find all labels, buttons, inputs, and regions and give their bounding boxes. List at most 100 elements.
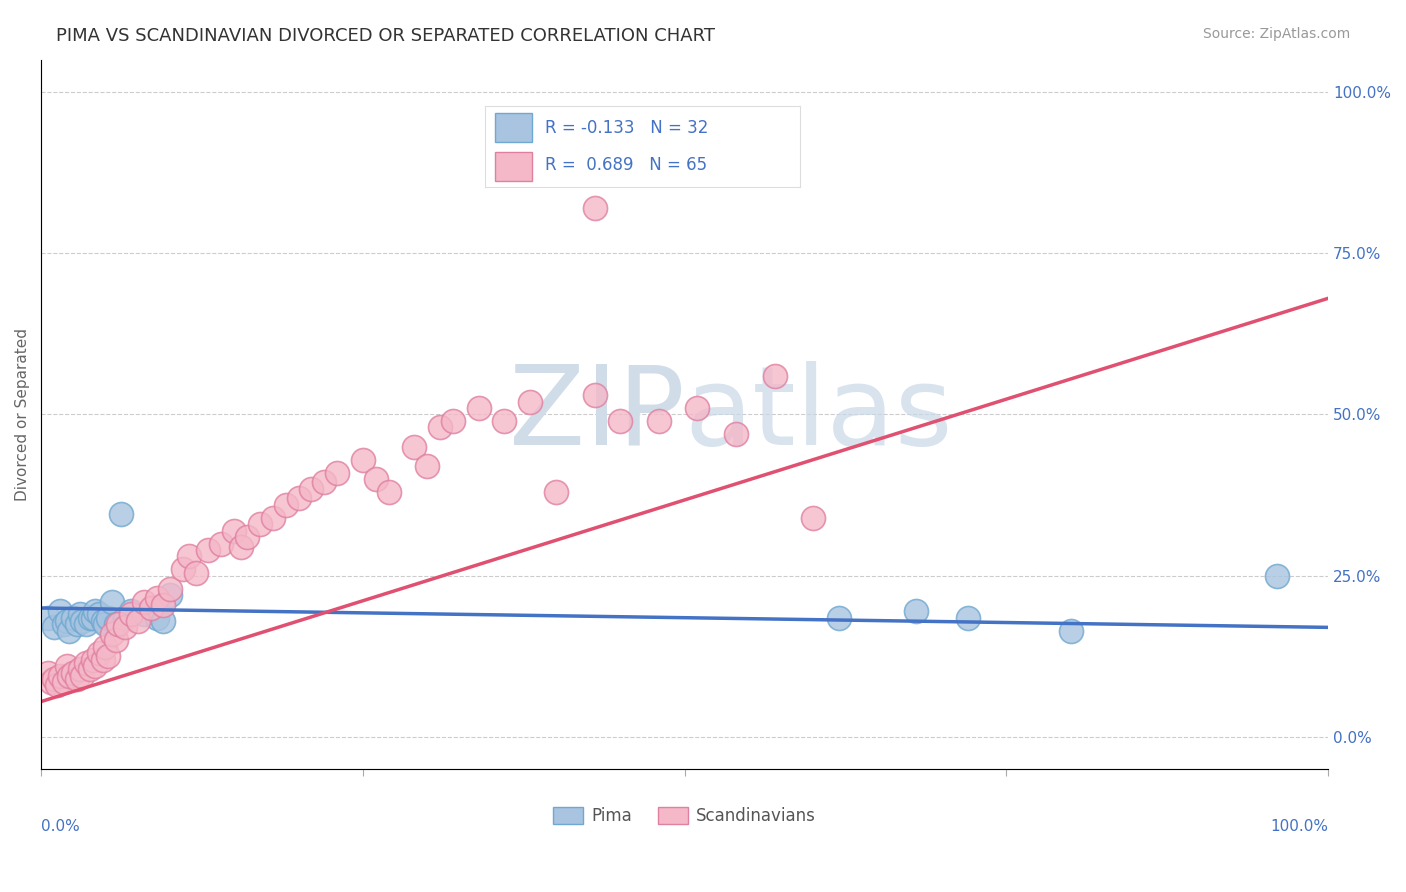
- Point: [75, 656, 97, 670]
- Point: [97, 610, 120, 624]
- Point: [104, 617, 127, 632]
- Point: [62, 610, 84, 624]
- Point: [249, 517, 271, 532]
- Point: [56, 659, 79, 673]
- Point: [686, 401, 709, 415]
- Point: [377, 484, 399, 499]
- Point: [152, 598, 174, 612]
- Text: PIMA VS SCANDINAVIAN DIVORCED OR SEPARATED CORRELATION CHART: PIMA VS SCANDINAVIAN DIVORCED OR SEPARAT…: [56, 27, 716, 45]
- Point: [159, 588, 181, 602]
- Point: [56, 614, 79, 628]
- Point: [66, 672, 89, 686]
- Point: [146, 591, 169, 606]
- Point: [299, 482, 322, 496]
- Point: [429, 420, 451, 434]
- Point: [49, 604, 72, 618]
- Text: 0.0%: 0.0%: [41, 819, 80, 834]
- Point: [209, 536, 232, 550]
- Point: [467, 401, 489, 415]
- Point: [956, 610, 979, 624]
- Point: [179, 549, 201, 564]
- Point: [404, 440, 426, 454]
- Point: [84, 659, 107, 673]
- Point: [49, 669, 72, 683]
- Point: [146, 610, 169, 624]
- Point: [287, 491, 309, 506]
- Point: [1060, 624, 1083, 638]
- Point: [42, 620, 65, 634]
- Point: [87, 646, 110, 660]
- Point: [905, 604, 928, 618]
- Legend: Pima, Scandinavians: Pima, Scandinavians: [547, 800, 823, 832]
- Point: [152, 614, 174, 628]
- Point: [172, 562, 194, 576]
- Point: [725, 426, 748, 441]
- Point: [763, 368, 786, 383]
- Point: [107, 617, 129, 632]
- Point: [139, 601, 162, 615]
- Point: [159, 582, 181, 596]
- Point: [53, 617, 76, 632]
- Point: [101, 594, 124, 608]
- Point: [58, 624, 80, 638]
- Point: [101, 627, 124, 641]
- Point: [197, 543, 219, 558]
- Point: [82, 653, 104, 667]
- Point: [609, 414, 631, 428]
- Text: ZIP: ZIP: [509, 361, 685, 468]
- Point: [79, 610, 101, 624]
- Point: [104, 633, 127, 648]
- Point: [75, 617, 97, 632]
- Point: [91, 653, 114, 667]
- Point: [79, 662, 101, 676]
- Point: [416, 459, 439, 474]
- Point: [87, 607, 110, 622]
- Point: [42, 672, 65, 686]
- Point: [274, 498, 297, 512]
- Point: [441, 414, 464, 428]
- Point: [326, 466, 349, 480]
- Point: [184, 566, 207, 580]
- Text: atlas: atlas: [685, 361, 953, 468]
- Point: [127, 614, 149, 628]
- Point: [91, 614, 114, 628]
- Point: [236, 530, 259, 544]
- Point: [494, 414, 516, 428]
- Point: [224, 524, 246, 538]
- Point: [262, 510, 284, 524]
- Text: Source: ZipAtlas.com: Source: ZipAtlas.com: [1202, 27, 1350, 41]
- Point: [110, 508, 132, 522]
- Point: [583, 201, 606, 215]
- Y-axis label: Divorced or Separated: Divorced or Separated: [15, 328, 30, 501]
- Point: [364, 472, 387, 486]
- Point: [801, 510, 824, 524]
- Point: [69, 662, 91, 676]
- Point: [94, 617, 117, 632]
- Point: [37, 665, 59, 680]
- Point: [544, 484, 567, 499]
- Point: [37, 610, 59, 624]
- Point: [53, 675, 76, 690]
- Point: [648, 414, 671, 428]
- Point: [114, 610, 136, 624]
- Point: [132, 607, 155, 622]
- Point: [62, 665, 84, 680]
- Point: [352, 452, 374, 467]
- Point: [120, 607, 142, 622]
- Point: [58, 669, 80, 683]
- Point: [229, 540, 252, 554]
- Point: [45, 678, 67, 692]
- Point: [41, 675, 63, 690]
- Point: [84, 604, 107, 618]
- Point: [114, 620, 136, 634]
- Text: 100.0%: 100.0%: [1270, 819, 1329, 834]
- Point: [97, 649, 120, 664]
- Point: [69, 607, 91, 622]
- Point: [72, 614, 94, 628]
- Point: [583, 388, 606, 402]
- Point: [828, 610, 851, 624]
- Point: [519, 394, 541, 409]
- Point: [314, 475, 336, 490]
- Point: [72, 669, 94, 683]
- Point: [120, 604, 142, 618]
